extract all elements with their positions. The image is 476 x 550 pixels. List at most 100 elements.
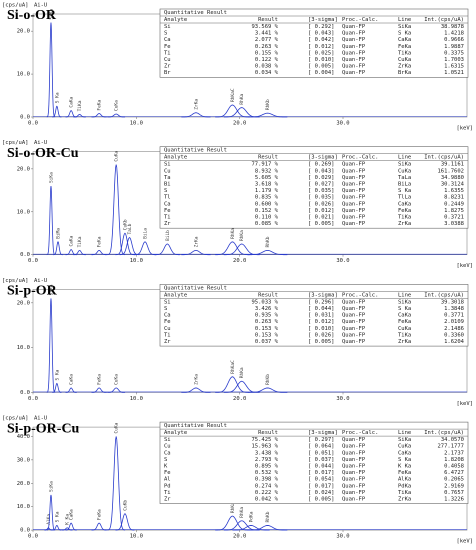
table-cell: Ca bbox=[164, 201, 171, 207]
table-cell: 1.3848 bbox=[444, 306, 464, 312]
peak-label: CaKa bbox=[69, 374, 75, 385]
table-cell: 34.9880 bbox=[441, 175, 464, 181]
peak-label: RhKb bbox=[265, 236, 271, 247]
table-cell: [ 0.296] bbox=[308, 299, 335, 305]
spectrum-peak bbox=[181, 112, 211, 118]
table-cell: [ 0.043] bbox=[308, 168, 335, 174]
table-cell: 15.963 % bbox=[252, 444, 279, 450]
spectrum-peak bbox=[46, 22, 56, 118]
x-tick-label: 30.0 bbox=[336, 258, 349, 264]
mode-label: Ai-U bbox=[34, 140, 47, 146]
peak-label: RhKa bbox=[239, 230, 245, 241]
column-header: Line bbox=[398, 155, 411, 161]
table-cell: 0.037 % bbox=[255, 339, 279, 345]
table-cell: 8.932 % bbox=[255, 168, 279, 174]
table-cell: Quan-FP bbox=[342, 168, 366, 174]
table-cell: Cu bbox=[164, 444, 171, 450]
peak-label: CuKb bbox=[122, 500, 128, 511]
mode-label: Ai-U bbox=[34, 278, 47, 284]
y-axis-label: [cps/uA] bbox=[2, 140, 29, 146]
table-cell: S Ka bbox=[398, 188, 411, 194]
y-axis-label: [cps/uA] bbox=[2, 278, 29, 284]
panel-title: Si-o-OR bbox=[7, 8, 57, 23]
table-cell: BrKa bbox=[398, 70, 411, 76]
peak-label: ZrKa bbox=[193, 374, 199, 385]
table-cell: Quan-FP bbox=[342, 175, 366, 181]
table-cell: [ 0.012] bbox=[308, 319, 335, 325]
table-cell: Quan-FP bbox=[342, 201, 366, 207]
table-cell: [ 0.035] bbox=[308, 188, 335, 194]
table-cell: FeKa bbox=[398, 208, 411, 214]
table-cell: [ 0.043] bbox=[308, 31, 335, 37]
table-cell: 0.3721 bbox=[444, 215, 464, 221]
table-cell: Ta bbox=[164, 175, 171, 181]
peak-label: CaKa bbox=[69, 235, 75, 246]
table-cell: 0.3771 bbox=[444, 313, 464, 319]
table-cell: [ 0.064] bbox=[308, 444, 335, 450]
peak-label: RhKb bbox=[265, 511, 271, 522]
column-header: Analyte bbox=[164, 155, 187, 161]
table-cell: 161.7602 bbox=[438, 168, 465, 174]
table-cell: 0.222 % bbox=[255, 490, 279, 496]
y-tick-label: 20.0 bbox=[17, 481, 30, 487]
table-cell: CuKa bbox=[398, 444, 411, 450]
table-cell: 6.4727 bbox=[444, 470, 464, 476]
x-tick-label: 20.0 bbox=[233, 396, 246, 402]
table-cell: Zr bbox=[164, 497, 171, 503]
table-cell: 1.8208 bbox=[444, 457, 464, 463]
table-cell: S bbox=[164, 457, 167, 463]
table-cell: K bbox=[164, 464, 168, 470]
table-cell: Quan-FP bbox=[342, 332, 366, 338]
table-cell: 3.618 % bbox=[255, 182, 279, 188]
spectrum-peak bbox=[247, 112, 288, 118]
table-cell: 77.917 % bbox=[252, 162, 279, 168]
table-cell: TiKa bbox=[398, 490, 411, 496]
peak-label: TaLb bbox=[127, 223, 133, 234]
table-cell: 2.0109 bbox=[444, 319, 464, 325]
spectrum-peak bbox=[115, 513, 135, 531]
spectrum-peak bbox=[181, 387, 211, 393]
table-cell: ZrKa bbox=[398, 64, 411, 70]
table-cell: [ 0.292] bbox=[308, 24, 335, 30]
peak-label: ZrKa bbox=[193, 99, 199, 110]
spectrum-peak bbox=[215, 241, 250, 256]
table-cell: FeKa bbox=[398, 470, 411, 476]
table-cell: TlLa bbox=[398, 195, 411, 201]
column-header: Int.(cps/uA) bbox=[424, 430, 464, 436]
x-tick-label: 10.0 bbox=[130, 534, 143, 540]
y-tick-label: 0.0 bbox=[20, 390, 30, 396]
spectrum-peak bbox=[134, 241, 156, 256]
table-cell: Cu bbox=[164, 57, 171, 63]
table-cell: [ 0.027] bbox=[308, 182, 335, 188]
peak-label: SiKa bbox=[48, 481, 54, 492]
table-cell: [ 0.017] bbox=[308, 470, 335, 476]
spectrum-peak bbox=[181, 250, 211, 256]
table-cell: 277.1777 bbox=[438, 444, 465, 450]
table-cell: Quan-FP bbox=[342, 57, 366, 63]
table-cell: 1.6315 bbox=[444, 64, 464, 70]
table-cell: 0.600 % bbox=[255, 201, 279, 207]
table-cell: Quan-FP bbox=[342, 306, 366, 312]
column-header: Analyte bbox=[164, 17, 187, 23]
table-cell: Br bbox=[164, 70, 171, 76]
table-title: Quantitative Result bbox=[164, 10, 227, 16]
peak-label: PdKa bbox=[249, 511, 255, 522]
spectrum-peak bbox=[107, 164, 126, 256]
peak-label: BiMa bbox=[56, 228, 62, 239]
table-cell: CaKa bbox=[398, 313, 411, 319]
table-cell: [ 0.010] bbox=[308, 326, 335, 332]
table-cell: [ 0.051] bbox=[308, 450, 335, 456]
y-axis-label: [cps/uA] bbox=[2, 3, 29, 9]
table-cell: SiKa bbox=[398, 437, 411, 443]
table-cell: [ 0.031] bbox=[308, 313, 335, 319]
column-header: [3-sigma] bbox=[308, 155, 338, 161]
table-cell: Cu bbox=[164, 326, 171, 332]
peak-label: CuKa bbox=[114, 422, 120, 433]
table-cell: 0.3360 bbox=[444, 332, 464, 338]
peak-label: SiKa bbox=[48, 284, 54, 295]
spectrum-peak bbox=[154, 243, 180, 256]
table-cell: AlKa bbox=[398, 477, 411, 483]
peak-label: RhKa bbox=[239, 507, 245, 518]
column-header: Proc.-Calc. bbox=[342, 17, 378, 23]
table-cell: TiKa bbox=[398, 215, 411, 221]
